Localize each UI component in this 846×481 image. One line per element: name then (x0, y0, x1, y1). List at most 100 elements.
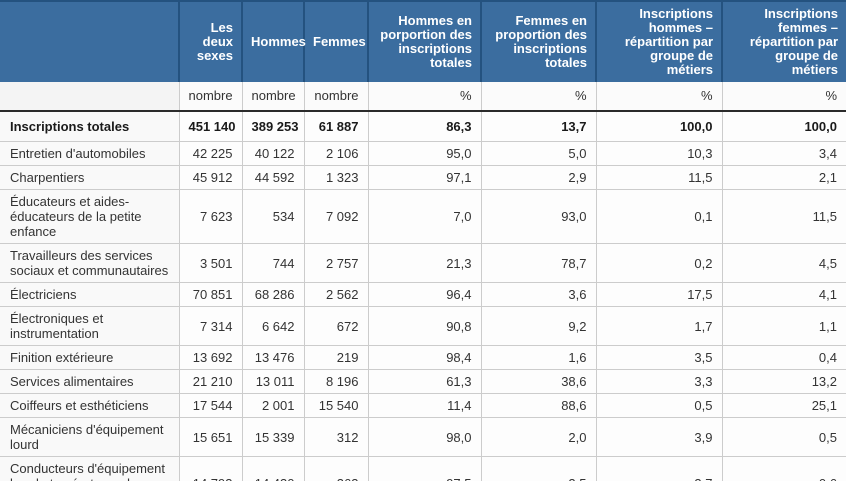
cell-value: 7,0 (367, 189, 481, 244)
cell-value: 70 851 (178, 282, 242, 307)
cell-value: 11,5 (595, 165, 722, 190)
cell-value: 6 642 (241, 306, 304, 346)
cell-value: 15 540 (303, 393, 368, 418)
units-row: nombre nombre nombre%%%% (0, 82, 846, 112)
column-header: Femmes (303, 0, 368, 82)
unit-label: % (480, 82, 596, 112)
unit-label: nombre (178, 82, 242, 112)
cell-value: 0,4 (721, 345, 846, 370)
corner-header (0, 0, 179, 82)
row-label: Conducteurs d'équipement lourd et opérat… (0, 456, 179, 481)
cell-value: 534 (241, 189, 304, 244)
cell-value: 13 692 (178, 345, 242, 370)
cell-value: 90,8 (367, 306, 481, 346)
cell-value: 97,5 (367, 456, 481, 481)
cell-value: 45 912 (178, 165, 242, 190)
cell-value: 3,4 (721, 141, 846, 166)
unit-label: nombre (303, 82, 368, 112)
cell-value: 11,4 (367, 393, 481, 418)
cell-value: 98,4 (367, 345, 481, 370)
column-header: Hommes (241, 0, 306, 82)
cell-value: 2,1 (721, 165, 846, 190)
cell-value: 14 793 (178, 456, 242, 481)
row-label: Mécaniciens d'équipement lourd (0, 417, 179, 457)
cell-value: 7 623 (178, 189, 242, 244)
cell-value: 17 544 (178, 393, 242, 418)
unit-label: % (367, 82, 481, 112)
row-label: Électroniques et instrumentation (0, 306, 179, 346)
cell-value: 98,0 (367, 417, 481, 457)
cell-value: 4,5 (721, 243, 846, 283)
table-row: Mécaniciens d'équipement lourd 15 651 15 3… (0, 417, 846, 457)
cell-value: 14 430 (241, 456, 304, 481)
table-row: Services alimentaires 21 210 13 011 8 196 61… (0, 369, 846, 394)
table-row: Finition extérieure 13 692 13 476 219 98,4 1,… (0, 345, 846, 370)
cell-value: 78,7 (480, 243, 596, 283)
cell-value: 40 122 (241, 141, 304, 166)
cell-value: 21 210 (178, 369, 242, 394)
unit-label (0, 82, 179, 112)
column-header: Hommes en porportion des inscriptions to… (367, 0, 481, 82)
row-label: Services alimentaires (0, 369, 179, 394)
cell-value: 95,0 (367, 141, 481, 166)
cell-value: 38,6 (480, 369, 596, 394)
cell-value: 0,5 (595, 393, 722, 418)
column-header: Femmes en proportion des inscriptions to… (480, 0, 596, 82)
table-row: Inscriptions totales 451 140 389 253 61 887… (0, 111, 846, 142)
row-label: Entretien d'automobiles (0, 141, 179, 166)
cell-value: 5,0 (480, 141, 596, 166)
cell-value: 2,9 (480, 165, 596, 190)
cell-value: 11,5 (721, 189, 846, 244)
cell-value: 10,3 (595, 141, 722, 166)
unit-label: nombre (241, 82, 304, 112)
cell-value: 0,2 (595, 243, 722, 283)
cell-value: 13 011 (241, 369, 304, 394)
column-header: Les deux sexes (178, 0, 242, 82)
cell-value: 3 501 (178, 243, 242, 283)
cell-value: 15 339 (241, 417, 304, 457)
column-header: Inscriptions hommes – répartition par gr… (595, 0, 722, 82)
cell-value: 2 562 (303, 282, 368, 307)
cell-value: 61,3 (367, 369, 481, 394)
cell-value: 97,1 (367, 165, 481, 190)
cell-value: 2 106 (303, 141, 368, 166)
unit-label: % (595, 82, 722, 112)
cell-value: 93,0 (480, 189, 596, 244)
cell-value: 3,5 (595, 345, 722, 370)
row-label: Éducateurs et aides-éducateurs de la pet… (0, 189, 179, 244)
cell-value: 744 (241, 243, 304, 283)
cell-value: 672 (303, 306, 368, 346)
cell-value: 13 476 (241, 345, 304, 370)
cell-value: 17,5 (595, 282, 722, 307)
cell-value: 2,0 (480, 417, 596, 457)
cell-value: 7 092 (303, 189, 368, 244)
cell-value: 2,5 (480, 456, 596, 481)
cell-value: 44 592 (241, 165, 304, 190)
cell-value: 3,6 (480, 282, 596, 307)
cell-value: 0,5 (721, 417, 846, 457)
cell-value: 88,6 (480, 393, 596, 418)
cell-value: 1 323 (303, 165, 368, 190)
cell-value: 3,3 (595, 369, 722, 394)
row-label: Électriciens (0, 282, 179, 307)
cell-value: 2 757 (303, 243, 368, 283)
cell-value: 7 314 (178, 306, 242, 346)
cell-value: 8 196 (303, 369, 368, 394)
row-label: Finition extérieure (0, 345, 179, 370)
cell-value: 0,1 (595, 189, 722, 244)
cell-value: 312 (303, 417, 368, 457)
cell-value: 100,0 (595, 111, 722, 142)
row-label: Inscriptions totales (0, 111, 179, 142)
row-label: Travailleurs des services sociaux et com… (0, 243, 179, 283)
cell-value: 389 253 (241, 111, 304, 142)
cell-value: 0,6 (721, 456, 846, 481)
unit-label: % (721, 82, 846, 112)
table-row: Entretien d'automobiles 42 225 40 122 2 106… (0, 141, 846, 166)
cell-value: 100,0 (721, 111, 846, 142)
cell-value: 4,1 (721, 282, 846, 307)
row-label: Coiffeurs et esthéticiens (0, 393, 179, 418)
table-row: Éducateurs et aides-éducateurs de la pet… (0, 189, 846, 244)
table-row: Travailleurs des services sociaux et com… (0, 243, 846, 283)
row-label: Charpentiers (0, 165, 179, 190)
